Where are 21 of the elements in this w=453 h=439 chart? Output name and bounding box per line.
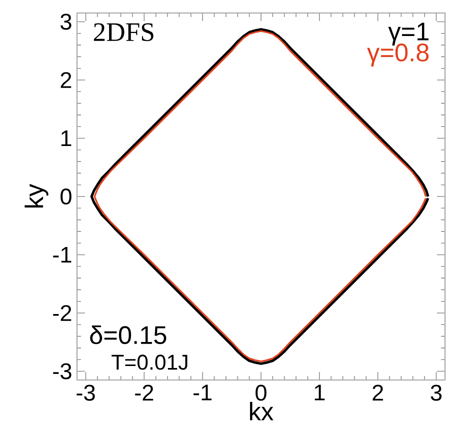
x-tick-label: 2 [372, 384, 383, 401]
y-tick-label: -2 [53, 305, 72, 321]
y-tick-label: 0 [60, 188, 72, 205]
text: γ=1 [388, 22, 428, 46]
y-tick-label: 2 [60, 72, 72, 88]
x-tick-label: 1 [314, 384, 325, 400]
x-tick-label: -1 [194, 384, 212, 400]
annotation: δ=0.15 [90, 325, 166, 344]
x-tick-label: -2 [135, 384, 154, 401]
y-tick-label: 3 [60, 14, 72, 30]
y-axis-title: ky [24, 184, 48, 208]
y-tick-label: 1 [61, 130, 72, 146]
x-tick-label: -3 [76, 384, 95, 401]
y-tick-label: -1 [53, 246, 72, 263]
x-tick-label: 0 [256, 384, 266, 401]
x-tick-label: 3 [430, 384, 442, 401]
x-axis-title: kx [250, 402, 274, 420]
series-label: γ=0.8 [367, 44, 429, 66]
y-tick-label: -3 [53, 363, 72, 380]
annotation: T=0.01J [112, 354, 188, 370]
annotation: 2DFS [94, 23, 154, 42]
